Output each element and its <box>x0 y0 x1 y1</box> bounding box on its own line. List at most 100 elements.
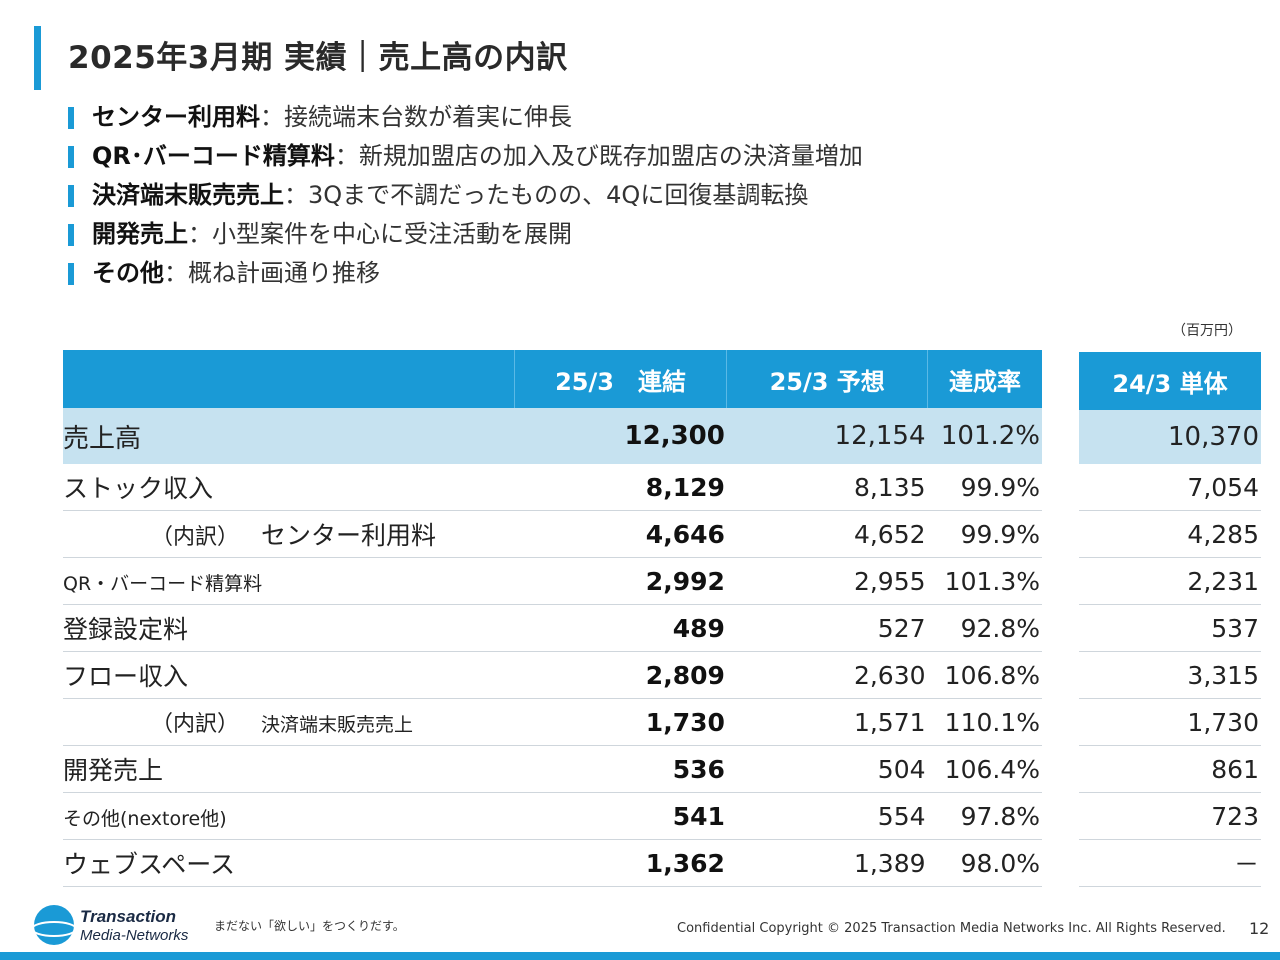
item-label: その他(nextore他) <box>63 807 227 830</box>
prior-value: 1,730 <box>1079 698 1261 746</box>
item-label: 開発売上 <box>63 756 164 785</box>
table-row: （内訳） センター利用料 4,646 4,652 99.9% <box>63 510 1042 558</box>
achievement-value: 110.1% <box>927 698 1042 746</box>
row-label-cell: 開発売上 <box>63 745 515 793</box>
row-label-cell: （内訳） センター利用料 <box>63 510 515 558</box>
side-row: 3,315 <box>1079 651 1261 699</box>
logo-line2: Media-Networks <box>80 927 189 944</box>
actual-value: 536 <box>514 745 727 793</box>
item-label: 決済端末販売売上 <box>261 714 414 736</box>
achievement-value: 99.9% <box>927 510 1042 558</box>
row-label: フロー収入 <box>63 651 515 699</box>
table-row: ストック収入 8,129 8,135 99.9% <box>63 464 1042 511</box>
bullet-head: 開発売上 <box>92 220 188 248</box>
forecast-value: 1,389 <box>726 839 928 887</box>
breakdown-label: （内訳） <box>151 712 240 737</box>
actual-value: 1,362 <box>514 839 727 887</box>
forecast-value: 8,135 <box>726 464 928 511</box>
actual-value: 541 <box>514 792 727 840</box>
table-header-row: 25/3 連結 25/3 予想 達成率 <box>63 350 1042 408</box>
prior-value: 7,054 <box>1079 464 1261 511</box>
prior-value: 723 <box>1079 792 1261 840</box>
side-row: － <box>1079 839 1261 887</box>
achievement-value: 99.9% <box>927 464 1042 511</box>
bullet-body: 概ね計画通り推移 <box>188 259 380 287</box>
bullet-body: 3Qまで不調だったものの、4Qに回復基調転換 <box>308 181 809 209</box>
bullet-item: センター利用料：接続端末台数が着実に伸長 <box>68 98 863 137</box>
bullet-body: 小型案件を中心に受注活動を展開 <box>212 220 572 248</box>
forecast-value: 527 <box>726 604 928 652</box>
prior-value: 10,370 <box>1079 410 1261 464</box>
item-label: 登録設定料 <box>63 615 189 644</box>
table-row: ウェブスペース 1,362 1,389 98.0% <box>63 839 1042 887</box>
forecast-value: 12,154 <box>726 408 928 464</box>
side-row: 10,370 <box>1079 410 1261 464</box>
header-actual: 25/3 連結 <box>513 350 727 408</box>
forecast-value: 2,955 <box>726 557 928 605</box>
prior-year-table: 24/3 単体 10,370 7,054 4,285 2,231 537 3,3… <box>1079 352 1261 887</box>
bullet-body: 新規加盟店の加入及び既存加盟店の決済量増加 <box>358 142 863 170</box>
bullet-separator: ： <box>188 220 212 248</box>
bullet-marker <box>68 224 74 246</box>
achievement-value: 106.8% <box>927 651 1042 699</box>
globe-swoosh <box>31 921 77 937</box>
row-label: 売上高 <box>63 408 515 464</box>
actual-value: 1,730 <box>514 698 727 746</box>
globe-icon <box>34 905 74 945</box>
forecast-value: 1,571 <box>726 698 928 746</box>
copyright-footer: Confidential Copyright © 2025 Transactio… <box>677 921 1226 936</box>
forecast-value: 504 <box>726 745 928 793</box>
table-row: 登録設定料 489 527 92.8% <box>63 604 1042 652</box>
row-label-cell: 登録設定料 <box>63 604 515 652</box>
achievement-value: 106.4% <box>927 745 1042 793</box>
table-row: （内訳） 決済端末販売売上 1,730 1,571 110.1% <box>63 698 1042 746</box>
bullet-separator: ： <box>284 181 308 209</box>
company-logo: Transaction Media-Networks <box>31 905 189 945</box>
side-row: 1,730 <box>1079 698 1261 746</box>
side-row: 2,231 <box>1079 557 1261 605</box>
row-label: ストック収入 <box>63 464 515 511</box>
forecast-value: 554 <box>726 792 928 840</box>
table-row: フロー収入 2,809 2,630 106.8% <box>63 651 1042 699</box>
actual-value: 2,809 <box>514 651 727 699</box>
bullet-marker <box>68 107 74 129</box>
breakdown-label: （内訳） <box>151 525 240 550</box>
row-label-cell: その他(nextore他) <box>63 792 515 840</box>
row-label-cell: QR・バーコード精算料 <box>63 557 515 605</box>
bullet-separator: ： <box>164 259 188 287</box>
header-forecast: 25/3 予想 <box>726 350 928 408</box>
bullet-marker <box>68 185 74 207</box>
side-row: 537 <box>1079 604 1261 652</box>
actual-value: 2,992 <box>514 557 727 605</box>
title-accent-bar <box>34 26 41 90</box>
bullet-head: その他 <box>92 259 164 287</box>
actual-value: 12,300 <box>514 408 727 464</box>
row-label: ウェブスペース <box>63 839 515 887</box>
revenue-table: 25/3 連結 25/3 予想 達成率 売上高 12,300 12,154 10… <box>63 350 1042 887</box>
actual-value: 4,646 <box>514 510 727 558</box>
bullet-item: その他：概ね計画通り推移 <box>68 254 863 293</box>
table-row: QR・バーコード精算料 2,992 2,955 101.3% <box>63 557 1042 605</box>
bullet-head: QR･バーコード精算料 <box>92 142 335 170</box>
unit-label: （百万円） <box>1172 323 1242 339</box>
header-blank <box>63 350 515 408</box>
table-row: 売上高 12,300 12,154 101.2% <box>63 408 1042 464</box>
bullet-item: 開発売上：小型案件を中心に受注活動を展開 <box>68 215 863 254</box>
achievement-value: 101.2% <box>927 408 1042 464</box>
achievement-value: 98.0% <box>927 839 1042 887</box>
prior-value: 3,315 <box>1079 651 1261 699</box>
bullet-marker <box>68 146 74 168</box>
item-label: QR・バーコード精算料 <box>63 572 263 595</box>
forecast-value: 2,630 <box>726 651 928 699</box>
logo-line1: Transaction <box>80 907 176 926</box>
table-row: 開発売上 536 504 106.4% <box>63 745 1042 793</box>
item-label: センター利用料 <box>261 521 437 550</box>
bullet-list: センター利用料：接続端末台数が着実に伸長 QR･バーコード精算料 ： 新規加盟店の加… <box>68 98 863 293</box>
bullet-body: 接続端末台数が着実に伸長 <box>284 103 572 131</box>
side-row: 723 <box>1079 792 1261 840</box>
prior-value: 2,231 <box>1079 557 1261 605</box>
achievement-value: 101.3% <box>927 557 1042 605</box>
header-prior-year: 24/3 単体 <box>1079 352 1261 410</box>
prior-value: － <box>1079 839 1261 887</box>
side-row: 4,285 <box>1079 510 1261 558</box>
